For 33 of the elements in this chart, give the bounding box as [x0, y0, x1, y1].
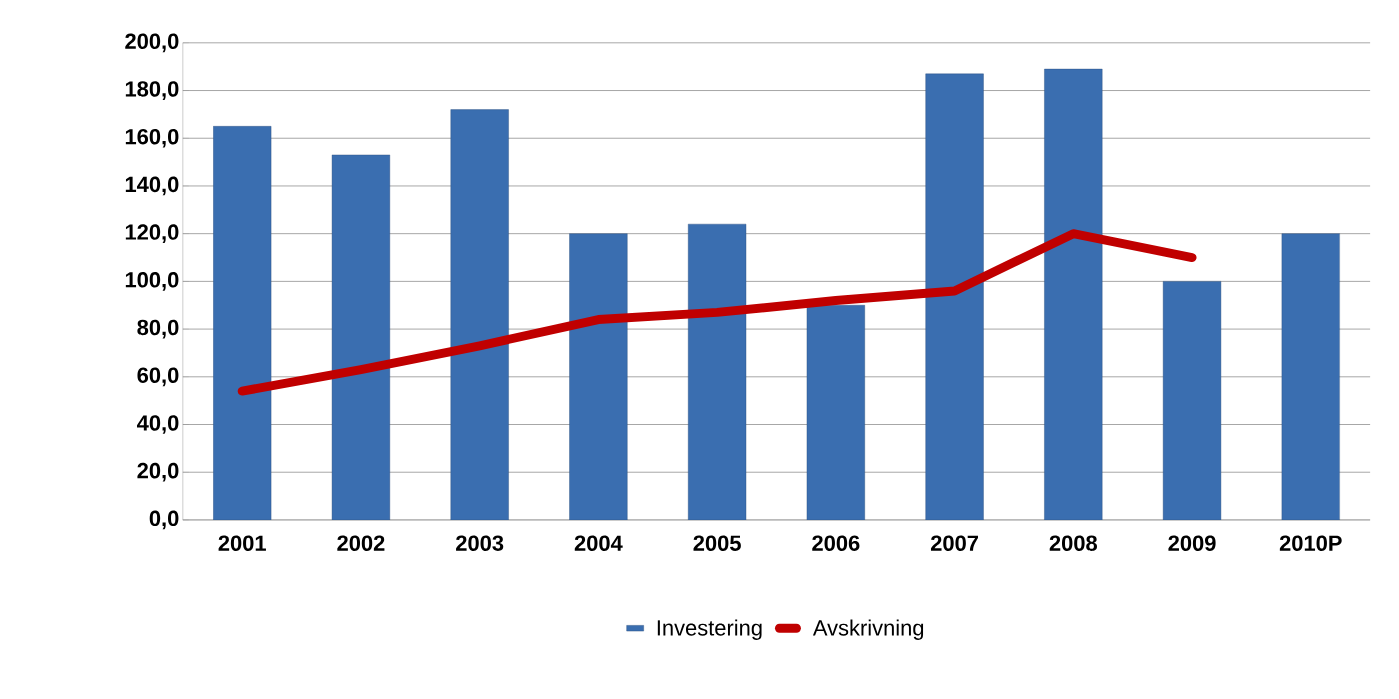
x-tick-label: 2009: [1168, 535, 1216, 551]
x-tick-label: 2007: [930, 535, 978, 551]
y-tick-label: 160,0: [125, 128, 179, 148]
y-tick-label: 40,0: [137, 415, 179, 434]
y-tick-label: 180,0: [125, 81, 179, 100]
bar: [213, 126, 272, 520]
y-tick-label: 20,0: [137, 462, 179, 482]
y-tick-label: 200,0: [125, 33, 179, 53]
x-tick-label: 2001: [218, 535, 266, 551]
y-tick-label: 140,0: [125, 176, 179, 196]
x-tick-label: 2003: [456, 535, 504, 551]
x-tick-label: 2004: [574, 535, 623, 551]
bar: [331, 154, 391, 520]
x-tick-label: 2010P: [1279, 535, 1342, 551]
y-tick-label: 0,0: [149, 510, 179, 530]
bar: [1281, 233, 1340, 520]
bar: [1044, 68, 1103, 520]
bar: [806, 304, 865, 520]
x-tick-label: 2006: [812, 535, 860, 551]
y-tick-label: 120,0: [125, 224, 179, 243]
y-tick-label: 100,0: [125, 271, 179, 291]
bar: [925, 73, 984, 520]
x-tick-label: 2005: [693, 535, 741, 551]
bar: [1162, 281, 1222, 520]
legend-label: Investering: [657, 619, 762, 640]
x-tick-label: 2002: [337, 535, 385, 551]
y-tick-label: 60,0: [137, 367, 179, 387]
legend-label: Avskrivning: [812, 619, 924, 640]
y-tick-label: 80,0: [137, 319, 179, 339]
x-tick-label: 2008: [1049, 535, 1097, 551]
bar: [569, 233, 628, 520]
bar: [450, 109, 509, 520]
bar: [688, 223, 747, 520]
